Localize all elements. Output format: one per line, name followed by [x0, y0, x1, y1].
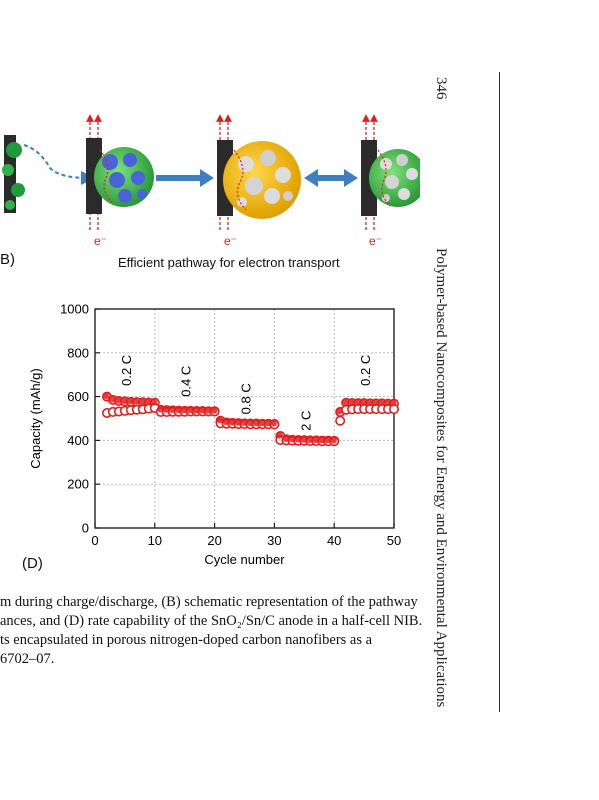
electrode-unit-1 [86, 114, 154, 230]
data-point-fill [234, 419, 242, 426]
chart-grid [95, 309, 394, 528]
y-tick-label: 800 [67, 345, 89, 360]
data-point-fill [151, 398, 158, 406]
panel-d-label: (D) [22, 555, 43, 572]
y-tick-label: 1000 [60, 302, 89, 317]
data-point-fill [348, 399, 355, 406]
data-point-fill [264, 419, 272, 427]
data-point-fill [204, 407, 212, 414]
figure-caption: m during charge/discharge, (B) schematic… [0, 593, 490, 669]
data-point-fill [246, 419, 254, 427]
x-tick-label: 30 [267, 533, 281, 548]
data-point-fill [216, 416, 224, 424]
data-point-fill [288, 435, 295, 443]
data-point-fill [145, 398, 152, 406]
data-point-fill [180, 407, 188, 414]
data-point-fill [127, 398, 134, 405]
data-point-fill [115, 397, 122, 404]
y-tick-label: 0 [82, 521, 89, 536]
x-tick-label: 50 [387, 533, 401, 548]
electrode-unit-3 [361, 114, 420, 230]
chart-ticks: 0 10 20 30 40 50 0 200 400 600 800 1000 [60, 302, 401, 549]
block-arrow-double [304, 169, 358, 187]
data-point-fill [366, 399, 373, 406]
rate-label: 0.8 C [238, 383, 253, 414]
data-point-fill [330, 437, 337, 444]
data-point-fill [282, 435, 289, 442]
data-point-fill [156, 405, 164, 413]
partial-electrode-left [2, 135, 25, 213]
data-point-fill [186, 407, 194, 414]
electron-label-3: e⁻ [369, 234, 382, 248]
x-tick-label: 0 [91, 533, 98, 548]
data-point-fill [354, 399, 361, 406]
data-point-fill [360, 399, 367, 406]
caption-line-2: ances, and (D) rate capability of the Sn… [0, 613, 423, 629]
x-axis-label: Cycle number [204, 552, 285, 567]
chart-marks [101, 391, 399, 447]
y-tick-label: 400 [67, 433, 89, 448]
data-point-fill [228, 419, 236, 426]
data-point-fill [300, 436, 307, 443]
electron-label-1: e⁻ [94, 234, 107, 248]
data-point-fill [168, 406, 176, 413]
panel-b-schematic: e⁻ e⁻ e⁻ [2, 114, 420, 248]
data-point-fill [192, 407, 200, 414]
data-point-fill [210, 407, 218, 414]
data-point-fill [258, 419, 266, 427]
data-point-fill [378, 399, 385, 406]
electron-label-2: e⁻ [224, 234, 237, 248]
y-tick-label: 600 [67, 389, 89, 404]
data-point-fill [342, 398, 349, 406]
data-point-fill [306, 436, 313, 443]
block-arrow-right [156, 169, 214, 187]
header-rule [499, 72, 500, 712]
data-point-fill [372, 399, 379, 406]
caption-line-3: ts encapsulated in porous nitrogen-doped… [0, 632, 373, 648]
caption-line-1: m during charge/discharge, (B) schematic… [0, 594, 418, 610]
data-point-fill [270, 420, 277, 427]
chart-frame [94, 308, 395, 529]
electrode-unit-2 [216, 114, 301, 230]
data-point-fill [276, 432, 283, 439]
data-point-fill [252, 419, 260, 427]
rate-label: 0.2 C [119, 355, 134, 386]
data-point-fill [222, 418, 230, 426]
caption-line-4: 6702–07. [0, 651, 55, 667]
data-point-fill [390, 399, 397, 407]
data-point-fill [384, 399, 391, 407]
data-point-fill [174, 406, 182, 414]
data-point-fill [133, 398, 140, 405]
data-point-fill [294, 436, 301, 443]
data-point-fill [324, 436, 331, 444]
y-axis-label: Capacity (mAh/g) [28, 368, 43, 468]
data-point-fill [139, 398, 146, 405]
panel-b-label: B) [0, 251, 15, 268]
data-point-fill [198, 407, 206, 414]
x-tick-label: 20 [207, 533, 221, 548]
data-point-fill [109, 396, 116, 403]
y-tick-label: 200 [67, 477, 89, 492]
x-tick-label: 40 [327, 533, 341, 548]
data-point-fill [318, 436, 325, 444]
data-point-fill [103, 392, 110, 400]
panel-b-caption: Efficient pathway for electron transport [118, 255, 340, 270]
data-point-fill [162, 406, 170, 413]
dashed-arrow [23, 144, 95, 185]
data-point [335, 415, 346, 426]
data-point-fill [312, 436, 319, 443]
page-number: 346 [433, 77, 449, 100]
data-point-fill [121, 397, 128, 405]
rate-label: 2 C [298, 411, 313, 431]
rate-labels: 0.2 C 0.4 C 0.8 C 2 C 0.2 C [119, 355, 373, 431]
data-point-fill [240, 419, 248, 426]
rate-label: 0.2 C [358, 355, 373, 386]
rate-label: 0.4 C [179, 366, 194, 397]
x-tick-label: 10 [148, 533, 162, 548]
data-point-fill [336, 408, 343, 415]
